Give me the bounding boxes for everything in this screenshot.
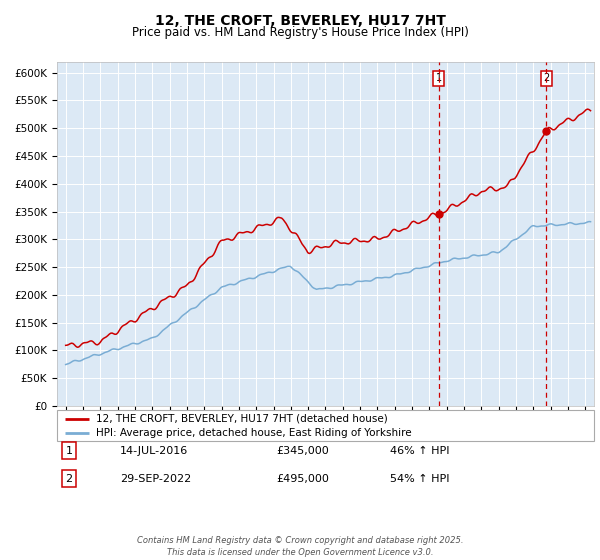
Text: 1: 1 bbox=[436, 73, 442, 83]
Text: 54% ↑ HPI: 54% ↑ HPI bbox=[390, 474, 449, 484]
Text: Contains HM Land Registry data © Crown copyright and database right 2025.
This d: Contains HM Land Registry data © Crown c… bbox=[137, 536, 463, 557]
Text: 12, THE CROFT, BEVERLEY, HU17 7HT (detached house): 12, THE CROFT, BEVERLEY, HU17 7HT (detac… bbox=[95, 413, 388, 423]
Text: 46% ↑ HPI: 46% ↑ HPI bbox=[390, 446, 449, 456]
Text: £345,000: £345,000 bbox=[276, 446, 329, 456]
Text: Price paid vs. HM Land Registry's House Price Index (HPI): Price paid vs. HM Land Registry's House … bbox=[131, 26, 469, 39]
Text: 14-JUL-2016: 14-JUL-2016 bbox=[120, 446, 188, 456]
Text: HPI: Average price, detached house, East Riding of Yorkshire: HPI: Average price, detached house, East… bbox=[95, 428, 411, 438]
Text: 2: 2 bbox=[543, 73, 550, 83]
Text: 29-SEP-2022: 29-SEP-2022 bbox=[120, 474, 191, 484]
Text: £495,000: £495,000 bbox=[276, 474, 329, 484]
Text: 2: 2 bbox=[65, 474, 73, 484]
Text: 12, THE CROFT, BEVERLEY, HU17 7HT: 12, THE CROFT, BEVERLEY, HU17 7HT bbox=[155, 14, 445, 28]
Text: 1: 1 bbox=[65, 446, 73, 456]
